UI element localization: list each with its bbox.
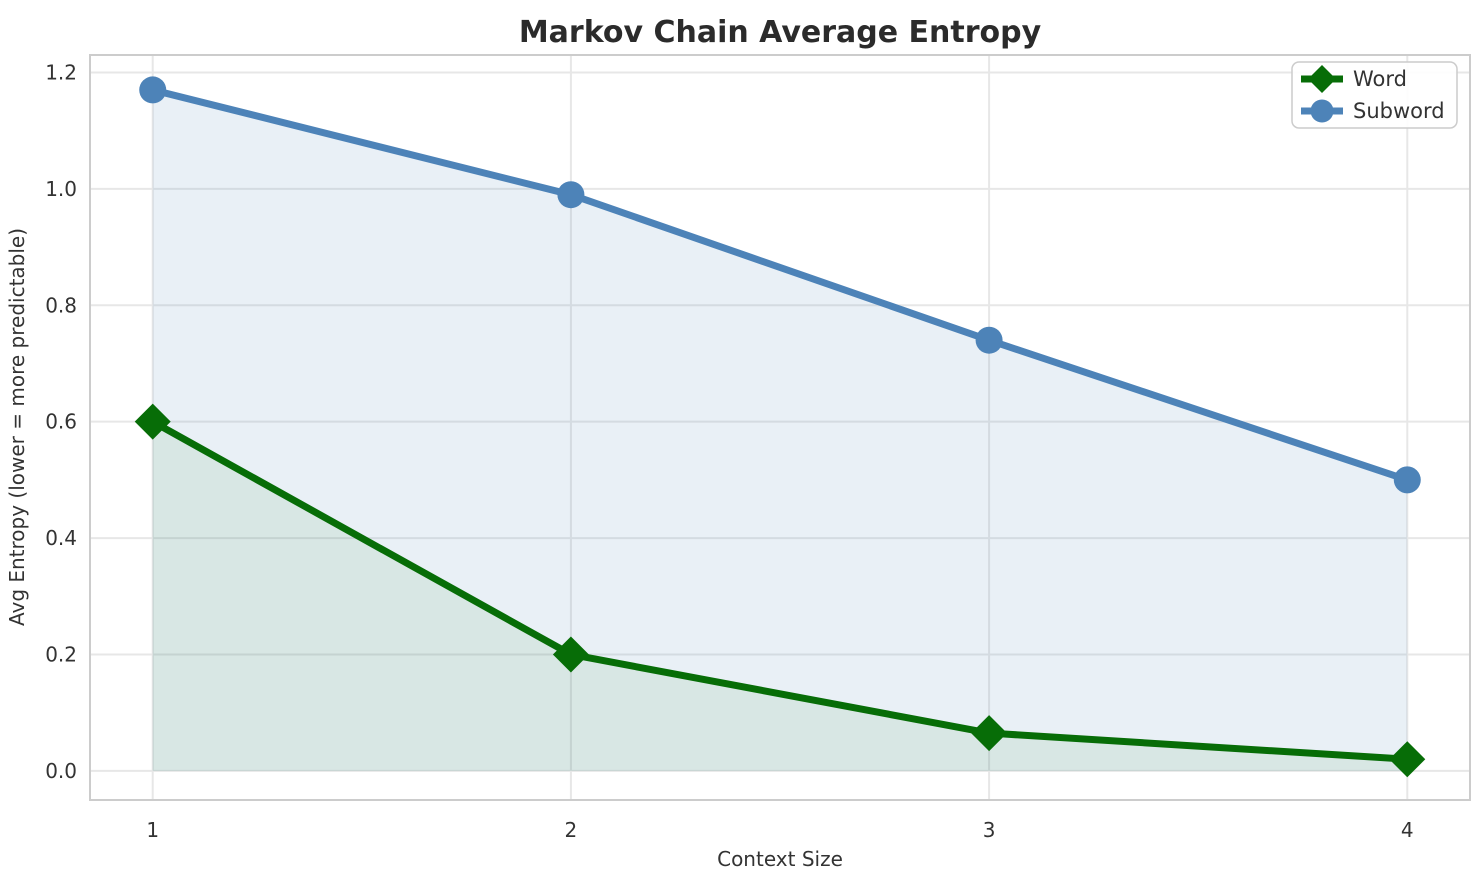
subword-marker	[975, 326, 1003, 354]
series-layer	[134, 76, 1426, 778]
chart-title: Markov Chain Average Entropy	[519, 15, 1042, 50]
y-tick-label: 0.6	[45, 410, 77, 434]
tick-layer: 1 2 3 4 0.0 0.2 0.4 0.6 0.8 1.0 1.2	[45, 60, 1413, 842]
subword-marker	[139, 76, 167, 104]
x-axis-label: Context Size	[717, 847, 843, 871]
legend-item-word: Word	[1301, 65, 1407, 93]
y-tick-label: 0.4	[45, 526, 77, 550]
word-marker	[134, 403, 171, 440]
y-axis-label: Avg Entropy (lower = more predictable)	[5, 228, 29, 626]
word-diamond-icon	[1308, 65, 1336, 93]
legend-item-subword: Subword	[1301, 99, 1445, 123]
subword-marker	[557, 181, 585, 209]
y-tick-label: 0.8	[45, 293, 77, 317]
x-tick-label: 2	[565, 818, 578, 842]
x-tick-label: 4	[1401, 818, 1414, 842]
y-tick-label: 0.2	[45, 642, 77, 666]
subword-area-fill	[152, 89, 1408, 771]
word-marker	[552, 636, 589, 673]
legend: Word Subword	[1291, 61, 1458, 129]
word-area-fill	[152, 421, 1408, 771]
y-tick-label: 1.2	[45, 60, 77, 84]
subword-line	[149, 86, 1411, 484]
y-tick-label: 1.0	[45, 177, 77, 201]
x-tick-label: 1	[146, 818, 159, 842]
legend-label-subword: Subword	[1353, 99, 1445, 123]
legend-label-word: Word	[1353, 67, 1407, 91]
grid-layer	[90, 55, 1470, 800]
y-tick-label: 0.0	[45, 759, 77, 783]
word-line	[149, 418, 1411, 763]
subword-marker	[1393, 466, 1421, 494]
subword-circle-icon	[1310, 99, 1334, 123]
plot-border	[89, 54, 1471, 801]
word-marker	[971, 715, 1008, 752]
x-tick-label: 3	[983, 818, 996, 842]
spine-layer	[89, 54, 1471, 801]
fill-layer	[152, 89, 1408, 771]
word-marker	[1389, 741, 1426, 778]
